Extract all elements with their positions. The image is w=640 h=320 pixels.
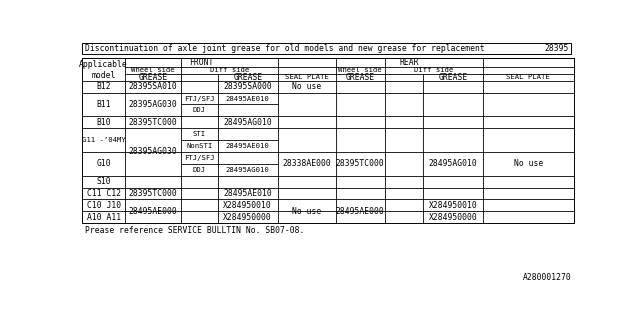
Text: GREASE: GREASE <box>346 73 375 82</box>
Text: A10 A11: A10 A11 <box>86 213 121 222</box>
Text: GREASE: GREASE <box>138 73 168 82</box>
Text: REAR: REAR <box>399 58 419 67</box>
Text: B10: B10 <box>97 118 111 127</box>
Text: C11 C12: C11 C12 <box>86 189 121 198</box>
Bar <box>83 43 572 54</box>
Text: X284950010: X284950010 <box>223 201 272 210</box>
Text: 28395SA000: 28395SA000 <box>223 82 272 91</box>
Text: G11 -’04MY: G11 -’04MY <box>82 137 125 143</box>
Text: Applicable
model: Applicable model <box>79 60 128 80</box>
Text: DDJ: DDJ <box>193 108 206 113</box>
Text: GREASE: GREASE <box>233 73 262 82</box>
Text: 28495AE010: 28495AE010 <box>226 96 269 101</box>
Text: 28495AG010: 28495AG010 <box>429 159 477 168</box>
Text: 28395TC000: 28395TC000 <box>129 189 177 198</box>
Text: No use: No use <box>514 159 543 168</box>
Text: 28495AE000: 28495AE000 <box>336 207 385 216</box>
Text: SEAL PLATE: SEAL PLATE <box>285 74 328 80</box>
Text: No use: No use <box>292 207 321 216</box>
Text: X284950010: X284950010 <box>429 201 477 210</box>
Text: Diff side: Diff side <box>209 67 249 73</box>
Text: FTJ/SFJ: FTJ/SFJ <box>184 155 214 161</box>
Text: STI: STI <box>193 131 206 137</box>
Text: 28395AG030: 28395AG030 <box>129 148 177 156</box>
Text: 28338AE000: 28338AE000 <box>282 159 331 168</box>
Text: 28495AE010: 28495AE010 <box>223 189 272 198</box>
Text: B12: B12 <box>97 82 111 91</box>
Text: 28395: 28395 <box>545 44 569 53</box>
Text: FRONT: FRONT <box>189 58 214 67</box>
Text: Diff side: Diff side <box>414 67 454 73</box>
Text: 28495AE010: 28495AE010 <box>226 143 269 149</box>
Text: FTJ/SFJ: FTJ/SFJ <box>184 96 214 101</box>
Text: Prease reference SERVICE BULLTIN No. SB07-08.: Prease reference SERVICE BULLTIN No. SB0… <box>84 227 304 236</box>
Text: A280001270: A280001270 <box>523 273 572 282</box>
Text: SEAL PLATE: SEAL PLATE <box>506 74 550 80</box>
Text: 28395AG030: 28395AG030 <box>129 100 177 109</box>
Text: Wheel side: Wheel side <box>339 67 382 73</box>
Text: 28495AG010: 28495AG010 <box>226 167 269 173</box>
Text: C10 J10: C10 J10 <box>86 201 121 210</box>
Text: Discontinuation of axle joint grease for old models and new grease for replaceme: Discontinuation of axle joint grease for… <box>84 44 484 53</box>
Text: Wheel side: Wheel side <box>131 67 175 73</box>
Text: G10: G10 <box>97 159 111 168</box>
Text: 28495AG010: 28495AG010 <box>223 118 272 127</box>
Text: No use: No use <box>292 82 321 91</box>
Text: 28495AE000: 28495AE000 <box>129 207 177 216</box>
Text: NonSTI: NonSTI <box>186 143 212 149</box>
Text: B11: B11 <box>97 100 111 109</box>
Text: DDJ: DDJ <box>193 167 206 173</box>
Text: X284950000: X284950000 <box>223 213 272 222</box>
Bar <box>83 58 573 223</box>
Text: X284950000: X284950000 <box>429 213 477 222</box>
Text: GREASE: GREASE <box>438 73 468 82</box>
Text: 28395TC000: 28395TC000 <box>129 118 177 127</box>
Text: S10: S10 <box>97 177 111 186</box>
Text: 28395TC000: 28395TC000 <box>336 159 385 168</box>
Text: 28395SA010: 28395SA010 <box>129 82 177 91</box>
